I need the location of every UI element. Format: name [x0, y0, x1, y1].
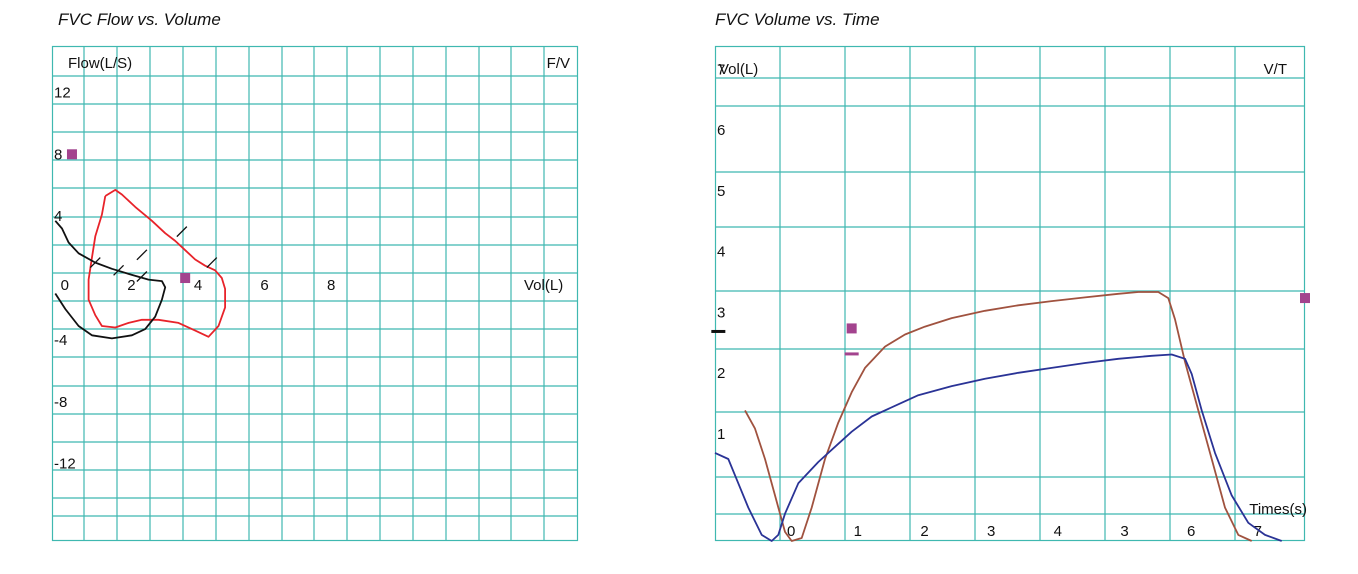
y-axis-label: Flow(L/S): [68, 55, 132, 72]
series-tick-mark: [89, 257, 101, 269]
x-tick-label: 2: [920, 523, 928, 540]
point-marker: [180, 273, 191, 284]
point-marker: [66, 149, 77, 160]
point-marker: [1300, 293, 1310, 304]
series-line-2: [714, 353, 1283, 542]
x-tick-label: 3: [1120, 523, 1128, 540]
y-tick-label: -4: [54, 332, 67, 349]
x-tick-label: 1: [854, 523, 862, 540]
y-tick-label: 4: [54, 208, 62, 225]
series-tick-mark: [136, 271, 148, 282]
y-tick-label: 4: [717, 244, 725, 261]
y-tick-label: -8: [54, 394, 67, 411]
plot-frame: [714, 45, 1306, 542]
y-tick-label: 12: [54, 84, 71, 101]
x-tick-label: 6: [1187, 523, 1195, 540]
series-line-1: [744, 291, 1253, 542]
x-tick-label: 4: [1054, 523, 1062, 540]
dash-marker: [844, 352, 859, 356]
x-tick-label: 7: [1254, 523, 1262, 540]
corner-label: V/T: [1264, 61, 1287, 78]
plot-frame: [51, 45, 579, 542]
y-tick-label: 6: [717, 122, 725, 139]
x-tick-label: 2: [127, 277, 135, 294]
y-tick-label: 8: [54, 146, 62, 163]
left-chart-title: FVC Flow vs. Volume: [58, 10, 221, 29]
grid: [51, 45, 579, 542]
x-tick-label: 0: [787, 523, 795, 540]
series-tick-mark: [176, 226, 188, 238]
x-tick-label: 0: [61, 277, 69, 294]
series-tick-mark: [113, 264, 125, 276]
y-tick-label: 5: [717, 183, 725, 200]
right-chart-title: FVC Volume vs. Time: [715, 10, 880, 29]
x-tick-label: 4: [194, 277, 202, 294]
dash-marker: [711, 329, 726, 333]
x-axis-label: Times(s): [1249, 501, 1307, 518]
series-tick-mark: [206, 257, 218, 269]
flow-volume-chart: Flow(L/S) F/V Vol(L) 0 2 4 6 8 12 8 4 -4 -8 -12: [51, 45, 579, 542]
y-tick-label: 3: [717, 304, 725, 321]
point-marker: [846, 323, 857, 334]
x-tick-label: 3: [987, 523, 995, 540]
volume-time-chart: Vol(L) V/T Times(s) 0 1 2 3 4 3 6 7 1 2 3 4 5 6 7: [711, 45, 1310, 542]
x-tick-label: 8: [327, 277, 335, 294]
y-tick-label: -12: [54, 456, 76, 473]
grid: [714, 45, 1306, 542]
y-tick-label: 2: [717, 365, 725, 382]
series-tick-mark: [136, 249, 148, 261]
y-tick-label: 7: [717, 61, 725, 78]
y-axis-label: Vol(L): [719, 61, 758, 78]
x-tick-label: 6: [260, 277, 268, 294]
x-axis-label: Vol(L): [524, 277, 563, 294]
series-line-2: [54, 220, 167, 340]
y-tick-label: 1: [717, 426, 725, 443]
series-line-1: [87, 189, 226, 338]
corner-label: F/V: [547, 55, 570, 72]
